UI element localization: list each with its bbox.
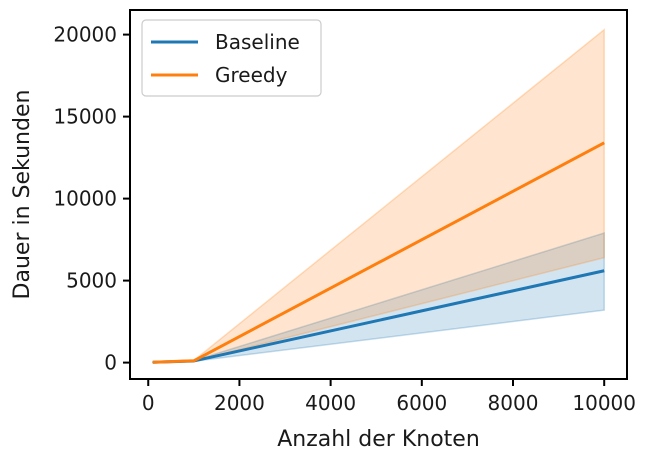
y-axis: 0 5000 10000 15000 20000 [53, 23, 130, 375]
legend-label-baseline: Baseline [215, 30, 300, 54]
x-axis-label: Anzahl der Knoten [277, 427, 480, 452]
legend-label-greedy: Greedy [215, 63, 288, 87]
y-tick-label: 15000 [53, 105, 117, 129]
x-tick-label: 6000 [396, 391, 447, 415]
x-tick-label: 8000 [488, 391, 539, 415]
y-tick-label: 20000 [53, 23, 117, 47]
legend-box [141, 19, 322, 97]
line-greedy [152, 141, 605, 364]
x-tick-label: 4000 [305, 391, 356, 415]
x-tick-label: 0 [142, 391, 155, 415]
x-axis: 0 2000 4000 6000 8000 10000 [142, 379, 636, 415]
y-axis-label: Dauer in Sekunden [10, 90, 35, 300]
y-tick-label: 0 [104, 351, 117, 375]
y-tick-label: 10000 [53, 187, 117, 211]
y-tick-label: 5000 [66, 269, 117, 293]
plot-area-frame [129, 9, 628, 380]
x-tick-label: 2000 [214, 391, 265, 415]
legend: Baseline Greedy [141, 19, 322, 97]
series-lines [152, 141, 605, 364]
x-tick-label: 10000 [572, 391, 636, 415]
